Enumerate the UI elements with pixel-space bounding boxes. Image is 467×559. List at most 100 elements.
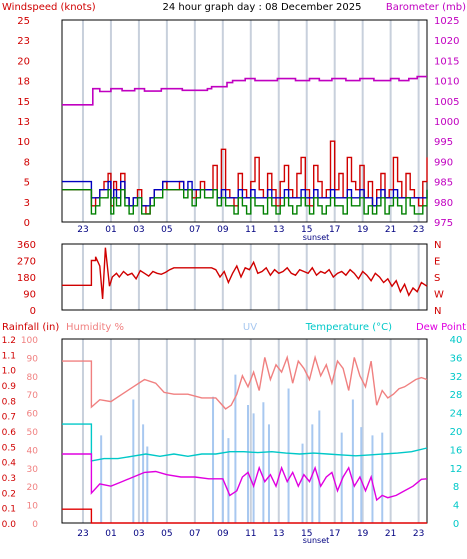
dew-point-line: [62, 453, 428, 502]
rainfall-tick: 0.9: [2, 382, 17, 392]
wind-x-tick: 23: [413, 225, 424, 235]
windspeed-tick: 25: [17, 16, 30, 27]
direction-compass-tick: W: [434, 290, 444, 301]
temperature-tick: 16: [450, 445, 463, 456]
direction-series: [62, 247, 428, 300]
rain-x-ticks: 23 01 03 05 07 09 11 13 15 17 19 21 23: [77, 529, 424, 539]
rainfall-tick: 1.0: [2, 367, 17, 377]
wind-series: [62, 75, 428, 215]
rainfall-tick: 1.2: [2, 336, 16, 346]
windspeed-tick: 18: [17, 77, 30, 88]
wind-x-tick: 05: [161, 225, 172, 235]
direction-compass-tick: S: [434, 273, 440, 284]
rainfall-tick: 0.8: [2, 397, 17, 407]
humidity-tick: 20: [27, 483, 39, 493]
humidity-tick: 80: [27, 373, 39, 383]
wind-direction-line: [62, 247, 428, 300]
humidity-line: [62, 354, 428, 410]
humidity-tick: 60: [27, 410, 39, 420]
wind-x-tick: 11: [245, 225, 256, 235]
rainfall-tick: 0.1: [2, 505, 16, 515]
barometer-tick: 975: [434, 218, 453, 229]
windspeed-tick: 0: [24, 218, 30, 229]
rain-x-tick: 23: [413, 529, 424, 539]
rain-x-tick: 05: [161, 529, 172, 539]
temperature-tick: 4: [453, 501, 459, 512]
barometer-tick: 1020: [434, 36, 459, 47]
graph-title: 24 hour graph day : 08 December 2025: [163, 2, 362, 13]
rainfall-tick: 0.6: [2, 428, 17, 438]
humidity-ticks: 0 10 20 30 40 50 60 70 80 90 100: [21, 336, 38, 530]
temperature-tick: 40: [450, 335, 463, 346]
wind-x-tick: 03: [133, 225, 144, 235]
humidity-tick: 100: [21, 336, 38, 346]
humidity-tick: 90: [27, 354, 39, 364]
temperature-tick: 28: [450, 390, 463, 401]
windspeed-tick: 5: [24, 178, 30, 189]
humidity-tick: 0: [32, 520, 38, 530]
rainfall-tick: 0.0: [2, 520, 17, 530]
direction-compass-tick: N: [434, 306, 441, 317]
rain-x-tick: 01: [105, 529, 116, 539]
rain-x-tick: 07: [189, 529, 200, 539]
windspeed-tick: 13: [17, 117, 30, 128]
temperature-tick: 8: [453, 482, 459, 493]
direction-degree-tick: 180: [17, 273, 36, 284]
rain-series: [62, 354, 428, 524]
barometer-tick: 1005: [434, 97, 459, 108]
temperature-tick: 24: [450, 409, 463, 420]
rainfall-tick: 0.2: [2, 489, 16, 499]
barometer-tick: 990: [434, 157, 453, 168]
wind-speed-line: [62, 189, 428, 215]
rainfall-tick: 0.4: [2, 459, 17, 469]
direction-plot-frame: [61, 243, 428, 311]
direction-compass-tick: N: [434, 240, 441, 251]
barometer-tick: 995: [434, 137, 453, 148]
temperature-tick: 32: [450, 372, 463, 383]
temperature-tick: 20: [450, 427, 463, 438]
windspeed-tick: 20: [17, 56, 30, 67]
direction-degree-tick: 270: [17, 257, 36, 268]
temperature-ticks: 0 4 8 12 16 20 24 28 32 36 40: [450, 335, 463, 530]
rain-x-tick: 13: [273, 529, 284, 539]
windspeed-axis-label: Windspeed (knots): [2, 2, 96, 13]
humidity-tick: 50: [27, 428, 39, 438]
direction-compass-tick: E: [434, 257, 440, 268]
dew-point-axis-label: Dew Point: [416, 322, 466, 333]
average-wind-line: [62, 180, 428, 207]
rain-x-tick: 17: [329, 529, 340, 539]
rainfall-tick: 1.1: [2, 351, 16, 361]
wind-x-tick: 21: [385, 225, 396, 235]
sunset-label-lower: sunset: [303, 536, 330, 545]
rainfall-line: [62, 508, 427, 524]
rainfall-ticks: 0.0 0.1 0.2 0.3 0.4 0.5 0.6 0.7 0.8 0.9 1.0 1.1 1.2: [2, 336, 17, 530]
rain-x-tick: 21: [385, 529, 396, 539]
wind-x-ticks: 23 01 03 05 07 09 11 13 15 17 19 21 23: [77, 225, 424, 235]
direction-degree-tick: 360: [17, 240, 36, 251]
barometer-tick: 1025: [434, 16, 459, 27]
humidity-tick: 10: [27, 502, 39, 512]
rain-x-tick: 19: [357, 529, 369, 539]
temperature-line: [62, 423, 428, 462]
humidity-tick: 30: [27, 465, 39, 475]
barometer-tick: 1000: [434, 117, 459, 128]
windspeed-tick: 10: [17, 137, 30, 148]
direction-degree-ticks: 0 90 180 270 360: [17, 240, 36, 317]
wind-x-tick: 17: [329, 225, 340, 235]
direction-grid: [81, 244, 420, 310]
uv-bars: [100, 374, 384, 523]
temperature-tick: 0: [453, 519, 459, 530]
windspeed-tick: 23: [17, 36, 30, 47]
rainfall-axis-label: Rainfall (in): [2, 322, 59, 333]
rain-x-tick: 11: [245, 529, 256, 539]
temperature-tick: 36: [450, 353, 463, 364]
rainfall-tick: 0.7: [2, 413, 16, 423]
barometer-tick: 1015: [434, 56, 459, 67]
rain-x-tick: 09: [217, 529, 229, 539]
barometer-axis-label: Barometer (mb): [386, 2, 466, 13]
rain-x-tick: 23: [77, 529, 88, 539]
rainfall-tick: 0.5: [2, 443, 16, 453]
wind-x-tick: 19: [357, 225, 369, 235]
sunset-label: sunset: [303, 233, 330, 242]
